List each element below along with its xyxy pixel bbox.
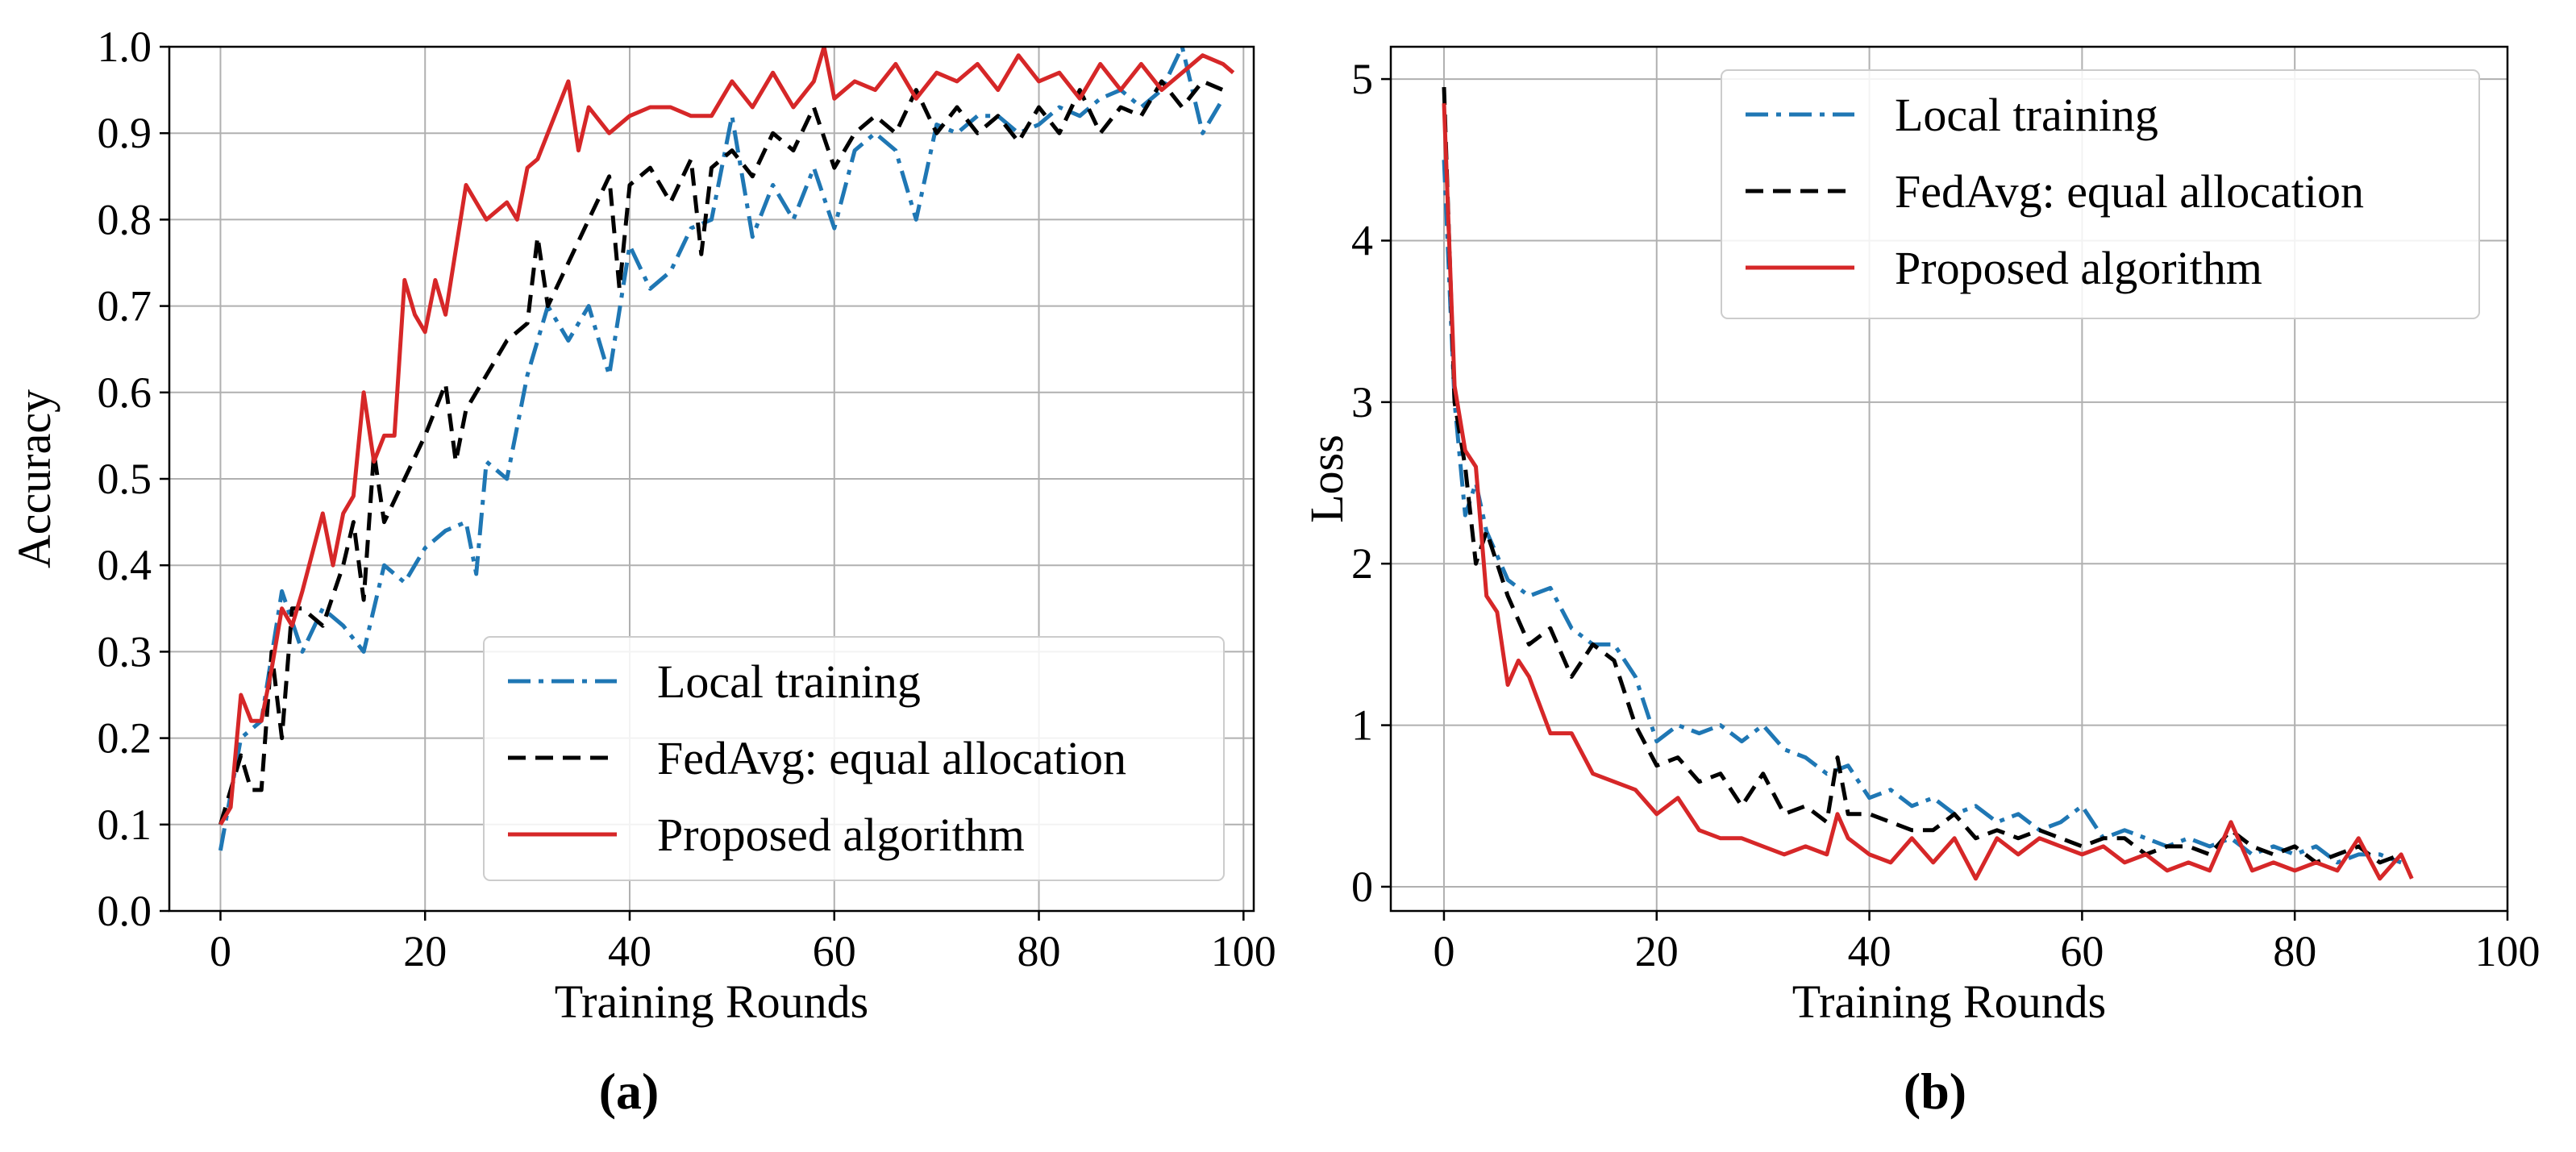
legend: Local training FedAvg: equal allocation Pr…: [483, 636, 1225, 881]
y-tick-label: 0.1: [98, 801, 152, 849]
series-line-fedavg-equal-allocation: [218, 79, 1224, 826]
series-group: [218, 47, 1235, 851]
legend-label: Local training: [1895, 89, 2158, 141]
x-tick-label: 40: [1848, 927, 1891, 975]
y-tick-label: 0.6: [98, 368, 152, 417]
y-tick-label: 0.3: [98, 627, 152, 676]
legend-label: FedAvg: equal allocation: [657, 732, 1126, 784]
x-axis-label: Training Rounds: [555, 975, 868, 1028]
y-tick-label: 0.9: [98, 109, 152, 157]
y-axis-label: Loss: [1300, 435, 1353, 523]
panel-label: (a): [599, 1063, 660, 1120]
y-tick-label: 4: [1351, 216, 1373, 264]
y-tick-label: 0.2: [98, 714, 152, 763]
y-tick-label: 5: [1351, 55, 1373, 103]
axes-frame: [1389, 45, 2509, 913]
y-tick-label: 2: [1351, 539, 1373, 588]
series-line-local-training: [1442, 160, 2402, 865]
panel-label: (b): [1904, 1063, 1966, 1120]
legend-label: Proposed algorithm: [657, 809, 1025, 861]
y-tick-label: 0.8: [98, 195, 152, 243]
series-line-fedavg-equal-allocation: [1442, 87, 2402, 865]
x-tick-label: 100: [2475, 927, 2541, 975]
legend-frame: [1721, 69, 2480, 319]
legend-label: Local training: [657, 655, 921, 708]
x-tick-label: 60: [813, 927, 856, 975]
x-tick-label: 80: [1017, 927, 1061, 975]
chart-panel-a: 0 20 40 60 80 100 0.0 0.1 0.2 0.3 0.4 0.5 0.6 0.7 0.8 0…: [8, 23, 1276, 1120]
y-tick-label: 0.7: [98, 282, 152, 331]
x-tick-label: 0: [1433, 927, 1454, 975]
legend-label: Proposed algorithm: [1895, 242, 2262, 294]
y-tick-label: 0.4: [98, 541, 152, 589]
x-tick-label: 40: [608, 927, 651, 975]
series-line-local-training: [218, 47, 1226, 851]
y-tick-label: 0.0: [98, 887, 152, 935]
y-tick-label: 0: [1351, 863, 1373, 911]
chart-panel-b: 0 20 40 60 80 100 0 1 2 3 4 5 Training Rounds Loss (b)…: [1300, 45, 2541, 1120]
series-line-proposed-algorithm: [1442, 103, 2414, 881]
y-tick-label: 1.0: [98, 23, 152, 71]
legend-label: FedAvg: equal allocation: [1895, 165, 2364, 218]
x-axis-label: Training Rounds: [1792, 975, 2106, 1028]
x-tick-label: 0: [210, 927, 231, 975]
x-tick-label: 20: [403, 927, 447, 975]
legend-frame: [483, 636, 1225, 881]
y-axis-label: Accuracy: [8, 389, 60, 568]
series-line-proposed-algorithm: [218, 47, 1235, 826]
y-tick-label: 3: [1351, 378, 1373, 426]
x-tick-label: 60: [2060, 927, 2104, 975]
x-tick-label: 100: [1211, 927, 1276, 975]
x-tick-label: 80: [2273, 927, 2316, 975]
legend: Local training FedAvg: equal allocation Pr…: [1721, 69, 2480, 319]
y-tick-label: 0.5: [98, 455, 152, 503]
y-tick-label: 1: [1351, 701, 1373, 750]
x-tick-label: 20: [1635, 927, 1679, 975]
series-group: [1442, 87, 2414, 881]
